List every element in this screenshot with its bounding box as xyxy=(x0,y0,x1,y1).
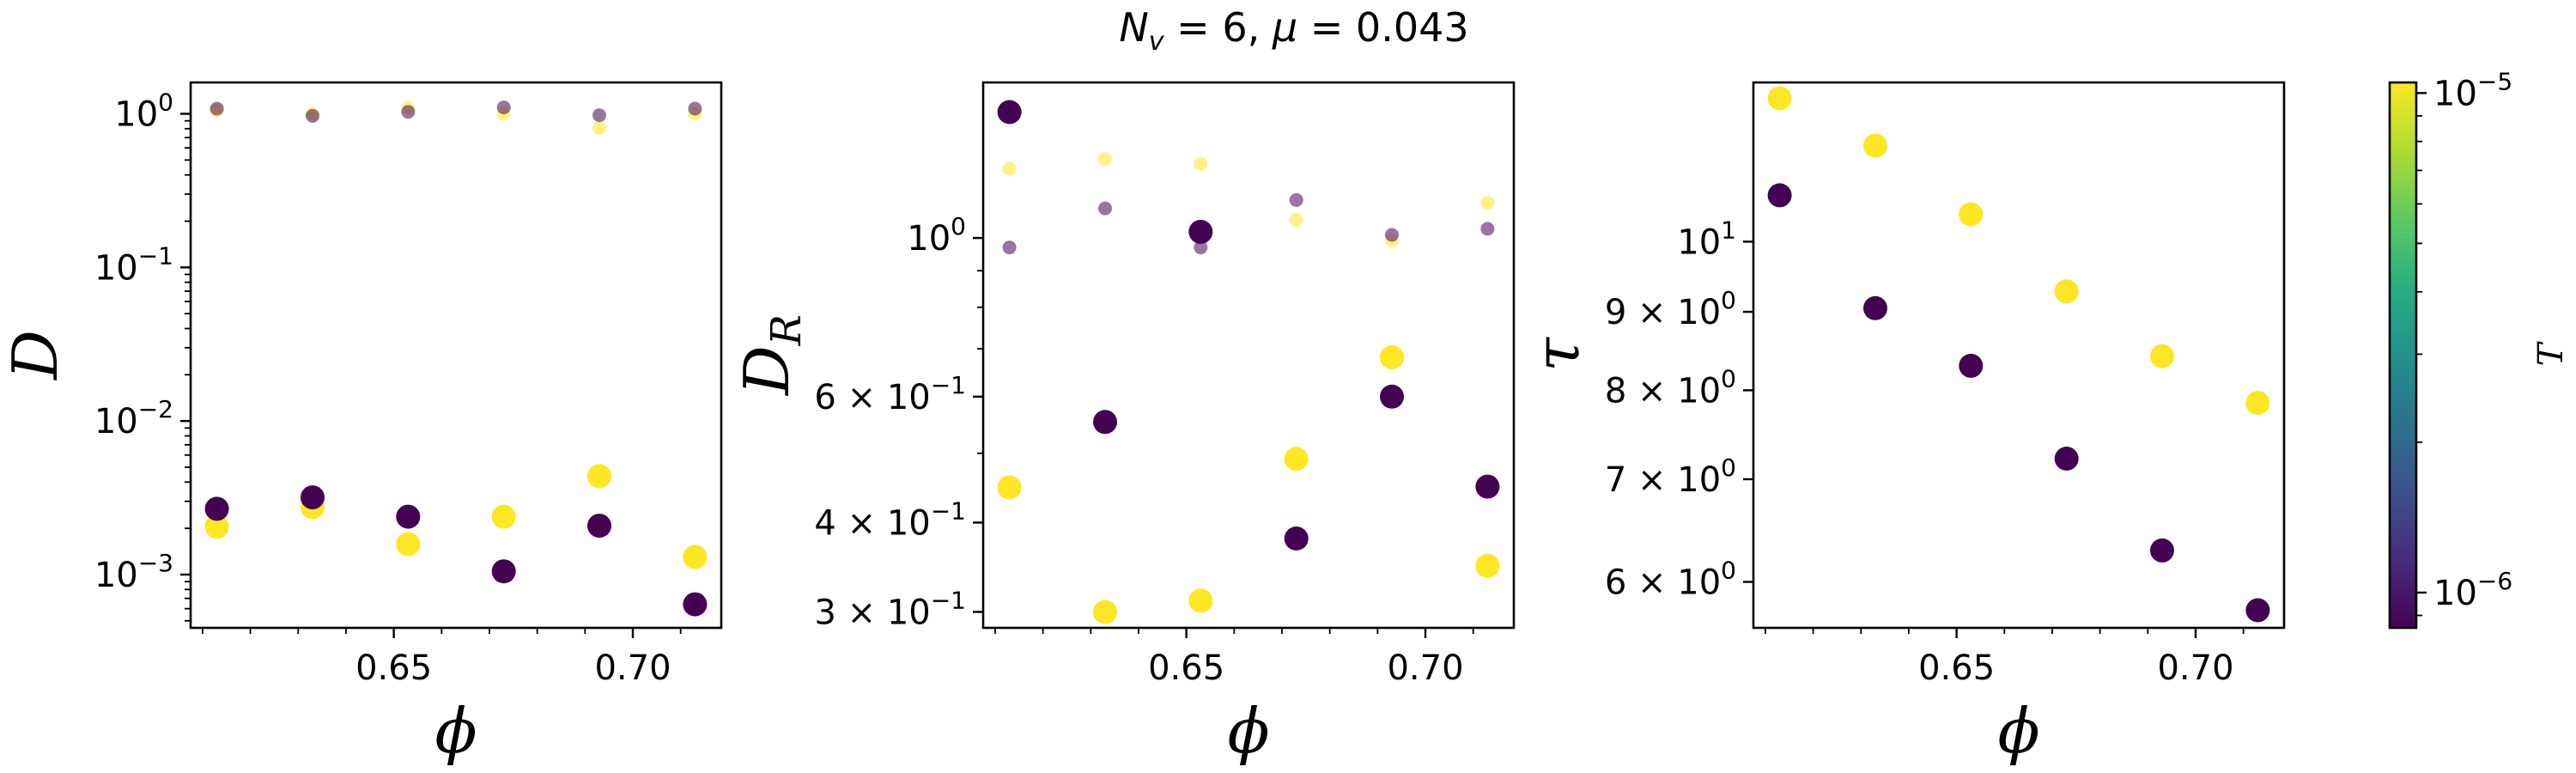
data-point-low-T-small xyxy=(1480,222,1495,236)
data-point-low-T-large xyxy=(2054,447,2079,471)
data-point-low-T-large xyxy=(1093,410,1117,435)
data-point-low-T-large xyxy=(1767,183,1792,208)
data-point-low-T-small xyxy=(496,100,511,115)
y-tick-label: 3 × 10−1 xyxy=(814,586,966,632)
panel-DR-ticks: 0.65 0.70 100 6 × 10−1 4 × 10−1 3 × 10−1 xyxy=(814,212,1474,688)
data-point-low-T-large xyxy=(2150,538,2174,563)
data-point-low-T-small xyxy=(688,101,702,116)
x-tick-label: 0.70 xyxy=(1387,648,1463,688)
data-point-low-T-large xyxy=(301,485,325,510)
panel-tau-xlabel: ϕ xyxy=(1997,695,2039,767)
data-point-high-T-small xyxy=(1480,196,1495,210)
data-point-high-T-large xyxy=(1093,600,1117,624)
data-point-high-T-large xyxy=(1380,345,1404,369)
data-point-low-T-large xyxy=(396,504,421,529)
panel-tau-ylabel: τ xyxy=(1521,337,1593,372)
panel-DR-frame xyxy=(981,81,1516,630)
colorbar-ticks: 10−5 10−6 xyxy=(2416,67,2512,617)
figure-title: Nv = 6, μ = 0.043 xyxy=(1119,4,1468,57)
data-point-high-T-large xyxy=(204,514,229,539)
colorbar-tick-label: 10−5 xyxy=(2433,67,2512,113)
data-point-low-T-large xyxy=(683,592,708,617)
panel-D: 0.65 0.70 100 10−1 10−2 10−3 D ϕ xyxy=(0,81,723,767)
data-point-low-T-large xyxy=(1959,353,1984,378)
data-point-low-T-large xyxy=(1380,384,1404,409)
data-point-high-T-small xyxy=(1194,156,1208,171)
data-point-low-T-large xyxy=(1475,474,1500,499)
data-point-high-T-large xyxy=(2245,391,2270,416)
panel-D-points xyxy=(204,100,708,617)
x-tick-label: 0.70 xyxy=(2157,648,2233,688)
x-tick-label: 0.65 xyxy=(355,648,432,688)
panel-tau-points xyxy=(1767,86,2270,623)
data-point-low-T-small xyxy=(1194,240,1208,255)
data-point-low-T-large xyxy=(491,559,516,584)
data-point-high-T-large xyxy=(587,464,611,489)
data-point-low-T-small xyxy=(592,108,606,123)
panel-DR-xlabel: ϕ xyxy=(1227,695,1269,767)
data-point-low-T-large xyxy=(1863,295,1887,320)
y-tick-label: 6 × 10−1 xyxy=(814,371,966,417)
y-tick-label: 7 × 100 xyxy=(1605,453,1736,500)
data-point-high-T-large xyxy=(2150,344,2174,368)
data-point-low-T-small xyxy=(1289,192,1303,207)
data-point-low-T-small xyxy=(1385,228,1399,242)
panel-D-ylabel: D xyxy=(0,330,71,381)
data-point-high-T-small xyxy=(592,120,606,135)
panel-DR-points xyxy=(997,100,1500,624)
y-tick-label: 4 × 10−1 xyxy=(814,496,966,543)
data-point-high-T-large xyxy=(491,504,516,529)
x-tick-label: 0.65 xyxy=(1148,648,1224,688)
data-point-high-T-large xyxy=(1767,86,1792,111)
y-tick-label: 100 xyxy=(114,88,173,135)
data-point-high-T-large xyxy=(1284,447,1309,472)
data-point-high-T-small xyxy=(1289,213,1303,227)
data-point-high-T-large xyxy=(2054,279,2079,304)
y-tick-label: 9 × 100 xyxy=(1605,286,1736,332)
panel-D-ticks: 0.65 0.70 100 10−1 10−2 10−3 xyxy=(94,88,682,688)
colorbar-frame xyxy=(2388,81,2418,630)
data-point-high-T-small xyxy=(1098,152,1112,166)
data-point-low-T-large xyxy=(587,514,611,539)
panel-tau-ticks: 0.65 0.70 101 9 × 100 8 × 100 7 × 100 6 × 100 xyxy=(1605,216,2245,688)
y-tick-label: 8 × 100 xyxy=(1605,364,1736,411)
data-point-low-T-large xyxy=(1188,219,1213,244)
data-point-high-T-large xyxy=(683,545,708,569)
x-tick-label: 0.70 xyxy=(594,648,671,688)
data-point-high-T-large xyxy=(997,475,1022,500)
data-point-high-T-large xyxy=(1475,553,1500,578)
colorbar: 10−5 10−6 T xyxy=(2388,67,2571,630)
data-point-low-T-large xyxy=(2245,598,2270,623)
data-point-low-T-small xyxy=(306,108,319,123)
data-point-high-T-large xyxy=(1863,133,1887,158)
panel-DR-ylabel: DR xyxy=(731,314,811,397)
data-point-low-T-small xyxy=(1002,240,1017,255)
data-point-low-T-small xyxy=(1098,201,1112,216)
panel-D-xlabel: ϕ xyxy=(434,695,477,767)
data-point-high-T-large xyxy=(1188,588,1213,613)
x-tick-label: 0.65 xyxy=(1918,648,1995,688)
colorbar-label: T xyxy=(2531,340,2571,366)
y-tick-label: 10−1 xyxy=(94,241,173,288)
data-point-low-T-small xyxy=(210,101,224,116)
y-tick-label: 10−3 xyxy=(94,549,173,595)
colorbar-gradient xyxy=(2390,82,2416,628)
data-point-high-T-small xyxy=(1002,161,1017,176)
data-point-low-T-large xyxy=(204,496,229,521)
data-point-low-T-large xyxy=(1284,526,1309,551)
y-tick-label: 10−2 xyxy=(94,395,173,441)
data-point-high-T-large xyxy=(396,532,421,557)
colorbar-tick-label: 10−6 xyxy=(2433,567,2512,613)
panel-DR: 0.65 0.70 100 6 × 10−1 4 × 10−1 3 × 10−1 DR ϕ xyxy=(731,81,1516,767)
data-point-low-T-small xyxy=(401,105,416,119)
data-point-low-T-large xyxy=(997,100,1022,125)
y-tick-label: 101 xyxy=(1677,216,1736,262)
panel-tau-frame xyxy=(1752,81,2286,630)
data-point-high-T-large xyxy=(1959,202,1984,227)
y-tick-label: 6 × 100 xyxy=(1605,556,1736,602)
y-tick-label: 100 xyxy=(907,212,966,259)
panel-D-frame xyxy=(189,81,723,630)
